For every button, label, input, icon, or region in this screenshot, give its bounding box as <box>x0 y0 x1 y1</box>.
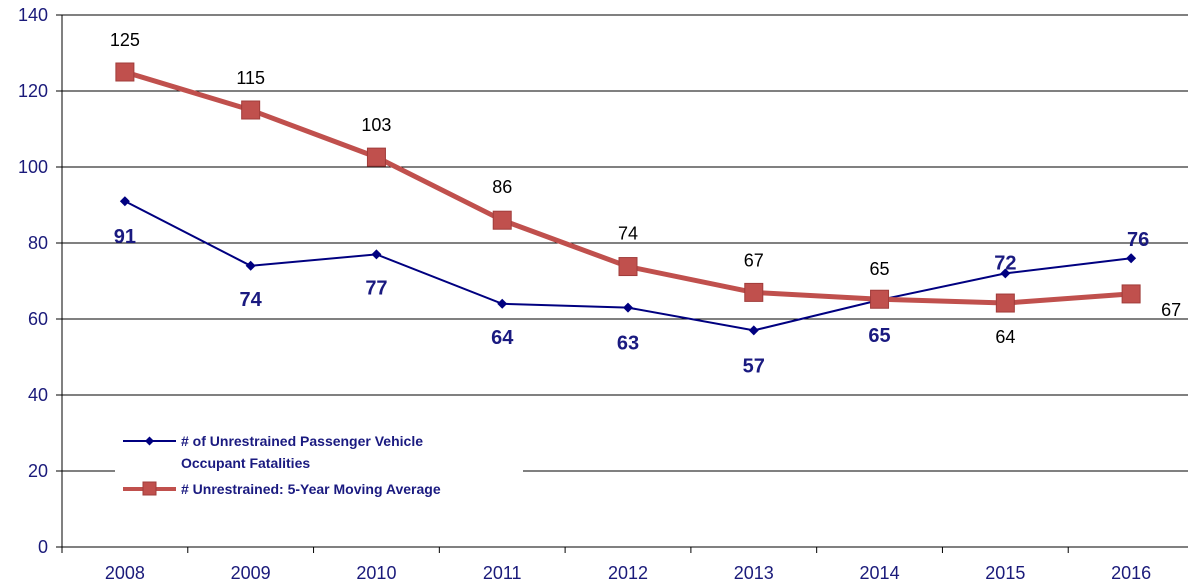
marker-fatalities-2015 <box>1000 268 1011 279</box>
marker-moving-average-2011 <box>492 210 512 230</box>
data-label-moving-average-2012: 74 <box>618 224 638 244</box>
y-tick-label-0: 0 <box>38 537 48 557</box>
marker-fatalities-2009 <box>245 260 256 271</box>
x-tick-label-2012: 2012 <box>608 563 648 583</box>
marker-moving-average-2012 <box>618 257 638 277</box>
y-tick-label-140: 140 <box>18 5 48 25</box>
marker-fatalities-2008 <box>119 196 130 207</box>
data-label-moving-average-2013: 67 <box>744 250 764 270</box>
x-tick-label-2013: 2013 <box>734 563 774 583</box>
data-label-fatalities-2009: 74 <box>240 289 263 311</box>
data-label-fatalities-2011: 64 <box>491 327 514 349</box>
axes: 0 20 40 60 80 100 120 140 2008 2009 2010 2011 2012 20… <box>18 5 1188 583</box>
data-label-fatalities-2016: 76 <box>1127 229 1149 251</box>
data-label-fatalities-2015: 72 <box>994 252 1016 274</box>
data-label-fatalities-2013: 57 <box>743 355 765 377</box>
data-label-fatalities-2008: 91 <box>114 226 136 248</box>
marker-fatalities-2010 <box>371 249 382 260</box>
x-tick-label-2008: 2008 <box>105 563 145 583</box>
marker-moving-average-2013 <box>744 282 764 302</box>
legend-label-moving-average: # Unrestrained: 5-Year Moving Average <box>181 481 441 497</box>
marker-fatalities-2011 <box>497 298 508 309</box>
marker-fatalities-2013 <box>748 325 759 336</box>
series <box>115 62 1141 336</box>
legend-marker-moving-average <box>142 481 157 496</box>
data-label-moving-average-2016: 67 <box>1161 300 1181 320</box>
marker-fatalities-2012 <box>623 302 633 313</box>
gridlines <box>62 14 1188 472</box>
marker-moving-average-2008 <box>115 62 135 82</box>
y-tick-label-120: 120 <box>18 81 48 101</box>
legend-label-fatalities: # of Unrestrained Passenger Vehicle Occu… <box>181 433 427 471</box>
marker-moving-average-2014 <box>870 289 890 309</box>
marker-moving-average-2010 <box>366 147 386 167</box>
y-tick-label-80: 80 <box>28 233 48 253</box>
y-tick-label-100: 100 <box>18 157 48 177</box>
y-tick-label-40: 40 <box>28 385 48 405</box>
data-label-moving-average-2008: 125 <box>110 30 140 50</box>
x-tick-label-2015: 2015 <box>985 563 1025 583</box>
legend-box <box>115 428 523 508</box>
data-label-moving-average-2015: 64 <box>995 327 1015 347</box>
data-label-fatalities-2014: 65 <box>868 325 890 347</box>
data-label-moving-average-2010: 103 <box>361 115 391 135</box>
legend-label-fatalities-line2: Occupant Fatalities <box>181 455 310 471</box>
data-label-moving-average-2009: 115 <box>236 68 265 88</box>
y-tick-label-60: 60 <box>28 309 48 329</box>
y-tick-label-20: 20 <box>28 461 48 481</box>
marker-moving-average-2016 <box>1121 284 1141 304</box>
marker-fatalities-2016 <box>1126 253 1137 264</box>
data-labels: 91 74 77 64 63 57 65 72 76 125 115 103 86 74 67 65 64 67 <box>110 30 1181 377</box>
data-label-fatalities-2010: 77 <box>365 277 387 299</box>
x-tick-label-2009: 2009 <box>231 563 271 583</box>
x-tick-label-2014: 2014 <box>860 563 900 583</box>
x-tick-label-2010: 2010 <box>356 563 396 583</box>
marker-moving-average-2015 <box>995 293 1015 313</box>
data-label-fatalities-2012: 63 <box>617 333 639 355</box>
legend-marker-fatalities <box>145 436 154 446</box>
marker-moving-average-2009 <box>241 100 261 120</box>
legend-label-fatalities-line1: # of Unrestrained Passenger Vehicle <box>181 433 423 449</box>
x-tick-label-2011: 2011 <box>483 563 522 583</box>
x-tick-label-2016: 2016 <box>1111 563 1151 583</box>
data-label-moving-average-2011: 86 <box>492 177 512 197</box>
data-label-moving-average-2014: 65 <box>870 259 890 279</box>
legend: # of Unrestrained Passenger Vehicle Occu… <box>115 428 523 508</box>
